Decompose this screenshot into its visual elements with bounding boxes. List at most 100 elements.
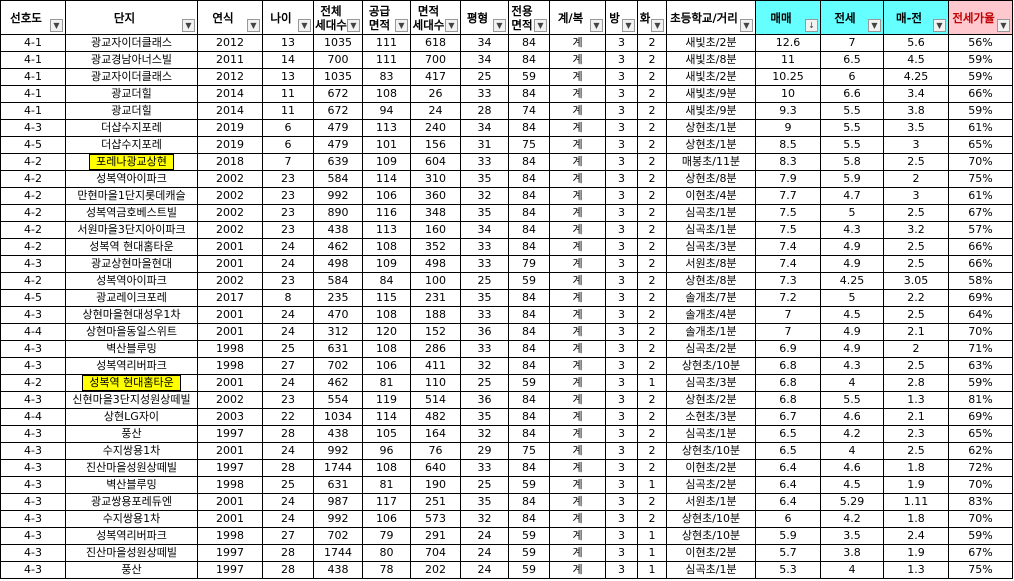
cell-supply-area[interactable]: 108 <box>362 306 411 324</box>
cell-jeonse-price[interactable]: 5.9 <box>820 170 884 188</box>
cell-complex[interactable]: 풍산 <box>65 561 198 579</box>
cell-area-households[interactable]: 286 <box>410 340 461 358</box>
cell-jeonse-price[interactable]: 4 <box>820 374 884 392</box>
cell-supply-area[interactable]: 78 <box>362 561 411 579</box>
cell-area-households[interactable]: 100 <box>410 272 461 290</box>
cell-exclusive-area[interactable]: 59 <box>508 527 550 545</box>
cell-school-distance[interactable]: 이현초/2분 <box>666 459 756 477</box>
cell-area-households[interactable]: 618 <box>410 34 461 52</box>
cell-age[interactable]: 23 <box>262 187 314 205</box>
cell-stair-type[interactable]: 계 <box>549 255 606 273</box>
cell-pyeong[interactable]: 25 <box>460 374 509 392</box>
cell-bathrooms[interactable]: 2 <box>637 187 667 205</box>
cell-bathrooms[interactable]: 2 <box>637 85 667 103</box>
cell-total-households[interactable]: 992 <box>313 442 363 460</box>
cell-stair-type[interactable]: 계 <box>549 102 606 120</box>
cell-jeonse-ratio[interactable]: 61% <box>948 187 1013 205</box>
cell-area-households[interactable]: 152 <box>410 323 461 341</box>
cell-bathrooms[interactable]: 2 <box>637 510 667 528</box>
cell-price-gap[interactable]: 3 <box>883 187 949 205</box>
cell-rooms[interactable]: 3 <box>605 425 638 443</box>
cell-area-households[interactable]: 348 <box>410 204 461 222</box>
cell-school-distance[interactable]: 심곡초/2분 <box>666 476 756 494</box>
cell-stair-type[interactable]: 계 <box>549 493 606 511</box>
cell-sale-price[interactable]: 7.5 <box>755 221 821 239</box>
cell-complex[interactable]: 광교쌍용포레듀엔 <box>65 493 198 511</box>
cell-price-gap[interactable]: 2.5 <box>883 357 949 375</box>
cell-year-built[interactable]: 1997 <box>197 459 263 477</box>
cell-jeonse-ratio[interactable]: 66% <box>948 255 1013 273</box>
column-header-bathrooms[interactable]: 화 ▼ <box>637 0 667 35</box>
cell-price-gap[interactable]: 1.8 <box>883 459 949 477</box>
cell-pyeong[interactable]: 32 <box>460 425 509 443</box>
cell-pyeong[interactable]: 36 <box>460 391 509 409</box>
cell-bathrooms[interactable]: 2 <box>637 272 667 290</box>
cell-preference[interactable]: 4-2 <box>0 238 66 256</box>
cell-complex[interactable]: 광교경남아너스빌 <box>65 51 198 69</box>
cell-sale-price[interactable]: 6.4 <box>755 459 821 477</box>
cell-price-gap[interactable]: 3.2 <box>883 221 949 239</box>
cell-price-gap[interactable]: 2.1 <box>883 323 949 341</box>
filter-dropdown-icon[interactable]: ▼ <box>298 19 311 32</box>
cell-year-built[interactable]: 2018 <box>197 153 263 171</box>
filter-dropdown-icon[interactable]: ▼ <box>182 19 195 32</box>
cell-stair-type[interactable]: 계 <box>549 119 606 137</box>
cell-preference[interactable]: 4-2 <box>0 221 66 239</box>
cell-jeonse-price[interactable]: 5.5 <box>820 119 884 137</box>
cell-complex[interactable]: 상현마을동일스위트 <box>65 323 198 341</box>
cell-school-distance[interactable]: 심곡초/2분 <box>666 340 756 358</box>
cell-exclusive-area[interactable]: 75 <box>508 136 550 154</box>
cell-total-households[interactable]: 702 <box>313 527 363 545</box>
cell-supply-area[interactable]: 106 <box>362 187 411 205</box>
cell-jeonse-ratio[interactable]: 67% <box>948 204 1013 222</box>
cell-stair-type[interactable]: 계 <box>549 136 606 154</box>
cell-exclusive-area[interactable]: 84 <box>508 170 550 188</box>
cell-total-households[interactable]: 235 <box>313 289 363 307</box>
cell-price-gap[interactable]: 2 <box>883 170 949 188</box>
cell-jeonse-ratio[interactable]: 72% <box>948 459 1013 477</box>
cell-year-built[interactable]: 2014 <box>197 85 263 103</box>
cell-pyeong[interactable]: 33 <box>460 238 509 256</box>
filter-dropdown-icon[interactable]: ▼ <box>50 19 63 32</box>
column-header-year-built[interactable]: 연식 ▼ <box>197 0 263 35</box>
cell-stair-type[interactable]: 계 <box>549 289 606 307</box>
cell-year-built[interactable]: 2001 <box>197 238 263 256</box>
cell-exclusive-area[interactable]: 84 <box>508 408 550 426</box>
filter-dropdown-icon[interactable]: ▼ <box>247 19 260 32</box>
cell-sale-price[interactable]: 12.6 <box>755 34 821 52</box>
cell-area-households[interactable]: 704 <box>410 544 461 562</box>
column-header-stair-type[interactable]: 계/복 ▼ <box>549 0 606 35</box>
cell-complex[interactable]: 광교자이더클래스 <box>65 68 198 86</box>
cell-preference[interactable]: 4-4 <box>0 408 66 426</box>
cell-exclusive-area[interactable]: 84 <box>508 85 550 103</box>
cell-pyeong[interactable]: 35 <box>460 289 509 307</box>
cell-total-households[interactable]: 992 <box>313 510 363 528</box>
filter-dropdown-icon[interactable]: ▼ <box>997 19 1010 32</box>
cell-year-built[interactable]: 2001 <box>197 323 263 341</box>
cell-school-distance[interactable]: 서원초/1분 <box>666 493 756 511</box>
cell-age[interactable]: 11 <box>262 85 314 103</box>
cell-price-gap[interactable]: 2.5 <box>883 238 949 256</box>
cell-rooms[interactable]: 3 <box>605 408 638 426</box>
cell-preference[interactable]: 4-1 <box>0 85 66 103</box>
cell-rooms[interactable]: 3 <box>605 289 638 307</box>
cell-sale-price[interactable]: 6.4 <box>755 476 821 494</box>
cell-bathrooms[interactable]: 2 <box>637 136 667 154</box>
cell-year-built[interactable]: 2017 <box>197 289 263 307</box>
cell-school-distance[interactable]: 심곡초/3분 <box>666 238 756 256</box>
cell-rooms[interactable]: 3 <box>605 493 638 511</box>
cell-bathrooms[interactable]: 2 <box>637 340 667 358</box>
cell-sale-price[interactable]: 5.3 <box>755 561 821 579</box>
cell-exclusive-area[interactable]: 84 <box>508 306 550 324</box>
cell-area-households[interactable]: 190 <box>410 476 461 494</box>
cell-year-built[interactable]: 2001 <box>197 306 263 324</box>
cell-pyeong[interactable]: 35 <box>460 204 509 222</box>
filter-dropdown-icon[interactable]: ▼ <box>868 19 881 32</box>
cell-total-households[interactable]: 702 <box>313 357 363 375</box>
cell-exclusive-area[interactable]: 74 <box>508 102 550 120</box>
cell-total-households[interactable]: 498 <box>313 255 363 273</box>
cell-school-distance[interactable]: 솔개초/4분 <box>666 306 756 324</box>
cell-sale-price[interactable]: 6 <box>755 510 821 528</box>
cell-preference[interactable]: 4-3 <box>0 493 66 511</box>
cell-supply-area[interactable]: 81 <box>362 374 411 392</box>
